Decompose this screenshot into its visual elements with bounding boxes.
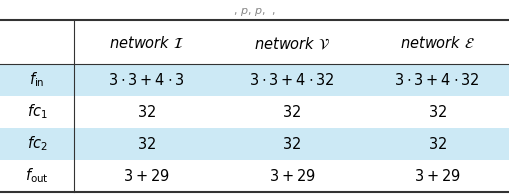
Text: network $\mathcal{E}$: network $\mathcal{E}$ xyxy=(399,35,474,51)
Text: $32$: $32$ xyxy=(137,104,156,120)
Text: network $\mathcal{V}$: network $\mathcal{V}$ xyxy=(253,35,329,51)
Text: $3 \cdot 3 + 4 \cdot 32$: $3 \cdot 3 + 4 \cdot 32$ xyxy=(248,72,334,88)
Text: $32$: $32$ xyxy=(427,136,446,152)
Text: $3 + 29$: $3 + 29$ xyxy=(413,168,460,184)
Text: $fc_1$: $fc_1$ xyxy=(26,103,47,121)
Text: $3 + 29$: $3 + 29$ xyxy=(123,168,169,184)
Text: $f_{\mathrm{out}}$: $f_{\mathrm{out}}$ xyxy=(25,167,49,185)
Text: network $\mathcal{I}$: network $\mathcal{I}$ xyxy=(109,35,184,51)
Text: , $p$, $p$,  ,: , $p$, $p$, , xyxy=(233,6,276,18)
Text: $32$: $32$ xyxy=(427,104,446,120)
Text: $32$: $32$ xyxy=(282,104,301,120)
Text: $3 \cdot 3 + 4 \cdot 3$: $3 \cdot 3 + 4 \cdot 3$ xyxy=(108,72,185,88)
Bar xyxy=(0,64,509,96)
Bar xyxy=(0,128,509,160)
Text: $3 \cdot 3 + 4 \cdot 32$: $3 \cdot 3 + 4 \cdot 32$ xyxy=(393,72,479,88)
Text: $fc_2$: $fc_2$ xyxy=(26,135,47,153)
Text: $f_{\mathrm{in}}$: $f_{\mathrm{in}}$ xyxy=(29,71,45,89)
Text: $3 + 29$: $3 + 29$ xyxy=(268,168,315,184)
Text: $32$: $32$ xyxy=(137,136,156,152)
Text: $32$: $32$ xyxy=(282,136,301,152)
